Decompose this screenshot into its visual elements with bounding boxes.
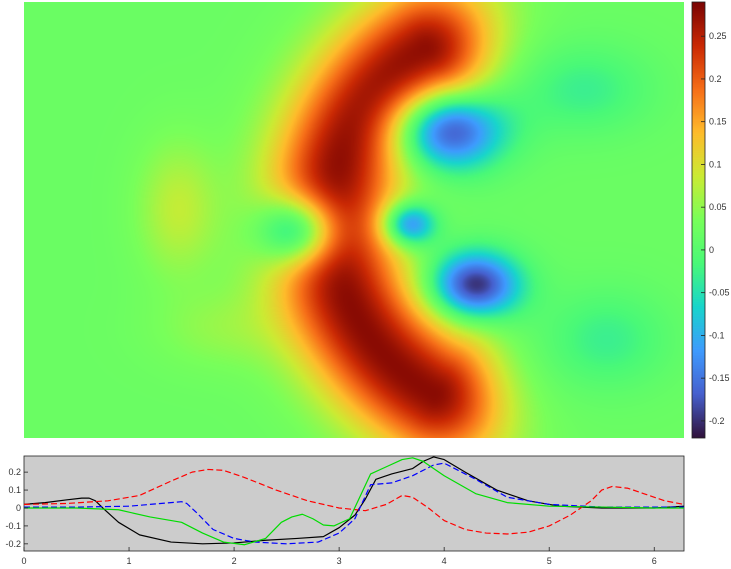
colorbar-image [692,2,705,438]
series-line-2 [24,462,684,545]
colorbar: 0.25 0.2 0.15 0.1 0.05 0 -0.05 -0.1 -0.15 -0.2 [691,1,730,439]
colorbar-tick-label: 0.2 [709,74,722,84]
colorbar-ticks: 0.25 0.2 0.15 0.1 0.05 0 -0.05 -0.1 -0.15 -0.2 [701,31,730,426]
heatmap-panel [24,2,684,438]
colorbar-tick-label: -0.15 [709,373,730,383]
x-tick-label: 1 [127,556,132,566]
y-tick-label: -0.1 [5,521,21,531]
x-tick-label: 5 [547,556,552,566]
x-tick-label: 3 [337,556,342,566]
colorbar-tick-label: -0.2 [709,416,725,426]
colorbar-tick-label: 0 [709,245,714,255]
x-tick-label: 4 [442,556,447,566]
line-panel: 0.2 0.1 0 -0.1 -0.2 0 1 2 3 4 5 6 [5,455,685,566]
colorbar-tick-label: -0.1 [709,330,725,340]
y-tick-label: 0.2 [8,467,21,477]
y-tick-label: -0.2 [5,539,21,549]
line-series-group [23,456,685,546]
x-axis-ticks: 0 1 2 3 4 5 6 [21,547,657,566]
line-plot-background [23,455,685,552]
x-tick-label: 0 [21,556,26,566]
colorbar-tick-label: 0.1 [709,159,722,169]
series-line-3 [24,457,684,546]
heatmap-area [24,2,684,438]
colorbar-tick-label: -0.05 [709,288,730,298]
y-tick-label: 0 [16,503,21,513]
y-tick-label: 0.1 [8,485,21,495]
colorbar-frame [691,1,706,439]
colorbar-tick-label: 0.15 [709,117,727,127]
colorbar-gradient [692,2,705,438]
x-tick-label: 2 [232,556,237,566]
heatmap-image [24,2,684,438]
colorbar-tick-label: 0.25 [709,31,727,41]
x-tick-label: 6 [652,556,657,566]
colorbar-tick-label: 0.05 [709,202,727,212]
series-line-0 [23,456,685,545]
series-line-1 [23,468,685,535]
y-axis-ticks: 0.2 0.1 0 -0.1 -0.2 [5,467,28,549]
